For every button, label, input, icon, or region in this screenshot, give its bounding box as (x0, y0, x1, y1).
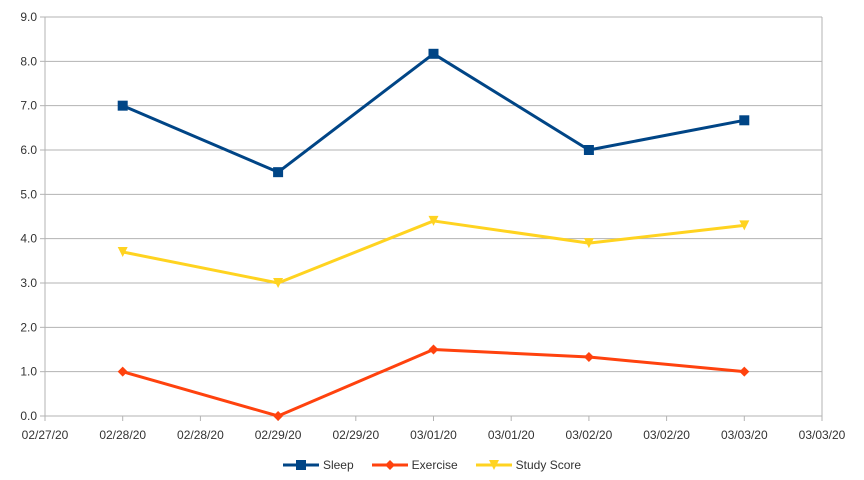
exercise-point (739, 366, 750, 377)
legend-swatch-exercise (371, 460, 408, 470)
legend-label-sleep: Sleep (322, 458, 354, 472)
y-tick-label: 3.0 (20, 276, 37, 290)
x-tick-label: 03/02/20 (643, 428, 690, 442)
x-tick-label: 02/28/20 (177, 428, 224, 442)
y-tick-label: 0.0 (20, 409, 37, 423)
x-tick-label: 03/01/20 (488, 428, 535, 442)
x-tick-label: 02/28/20 (99, 428, 146, 442)
x-tick-label: 03/02/20 (566, 428, 613, 442)
x-tick-label: 03/03/20 (799, 428, 846, 442)
legend-marker-sleep (295, 460, 306, 470)
legend-label-exercise: Exercise (411, 458, 458, 472)
x-tick-label: 02/29/20 (332, 428, 379, 442)
legend-item-sleep: Sleep (282, 458, 354, 472)
exercise-point (583, 352, 594, 363)
exercise-point (273, 411, 284, 421)
study-score-point (428, 215, 439, 226)
y-tick-label: 9.0 (20, 10, 37, 24)
legend-marker-study-score (488, 460, 499, 470)
series-exercise (117, 344, 750, 421)
y-tick-label: 7.0 (20, 99, 37, 113)
legend-item-study-score: Study Score (475, 458, 582, 472)
study-score-line (122, 219, 745, 285)
x-tick-label: 02/29/20 (255, 428, 302, 442)
legend-label-study-score: Study Score (515, 458, 582, 472)
series (117, 48, 750, 421)
axes: 0.0 1.0 2.0 3.0 4.0 5.0 6.0 7.0 8.0 9.0 02/27/20 02… (20, 10, 845, 442)
series-sleep (117, 48, 750, 178)
sleep-point (428, 48, 439, 59)
exercise-point (428, 344, 439, 355)
study-score-point (117, 246, 128, 257)
y-tick-label: 4.0 (20, 232, 37, 246)
exercise-point (117, 366, 128, 377)
x-tick-label: 03/03/20 (721, 428, 768, 442)
legend-marker-exercise (384, 460, 395, 470)
study-score-point (273, 278, 284, 288)
exercise-line (122, 348, 745, 418)
sleep-point (739, 115, 750, 126)
y-tick-label: 5.0 (20, 187, 37, 201)
series-study-score (117, 215, 750, 288)
sleep-point (273, 167, 284, 178)
legend-swatch-sleep (282, 460, 319, 470)
sleep-point (117, 100, 128, 111)
sleep-line (122, 52, 745, 174)
sleep-point (583, 145, 594, 155)
study-score-point (583, 238, 594, 249)
y-tick-label: 1.0 (20, 365, 37, 379)
x-tick-label: 02/27/20 (22, 428, 69, 442)
x-tick-label: 03/01/20 (410, 428, 457, 442)
y-tick-label: 6.0 (20, 143, 37, 157)
grid (45, 16, 822, 417)
study-score-point (739, 220, 750, 231)
y-tick-label: 8.0 (20, 54, 37, 68)
legend-item-exercise: Exercise (371, 458, 458, 472)
legend: Sleep Exercise Study Score (0, 458, 864, 472)
legend-swatch-study-score (475, 460, 512, 470)
y-tick-label: 2.0 (20, 320, 37, 334)
